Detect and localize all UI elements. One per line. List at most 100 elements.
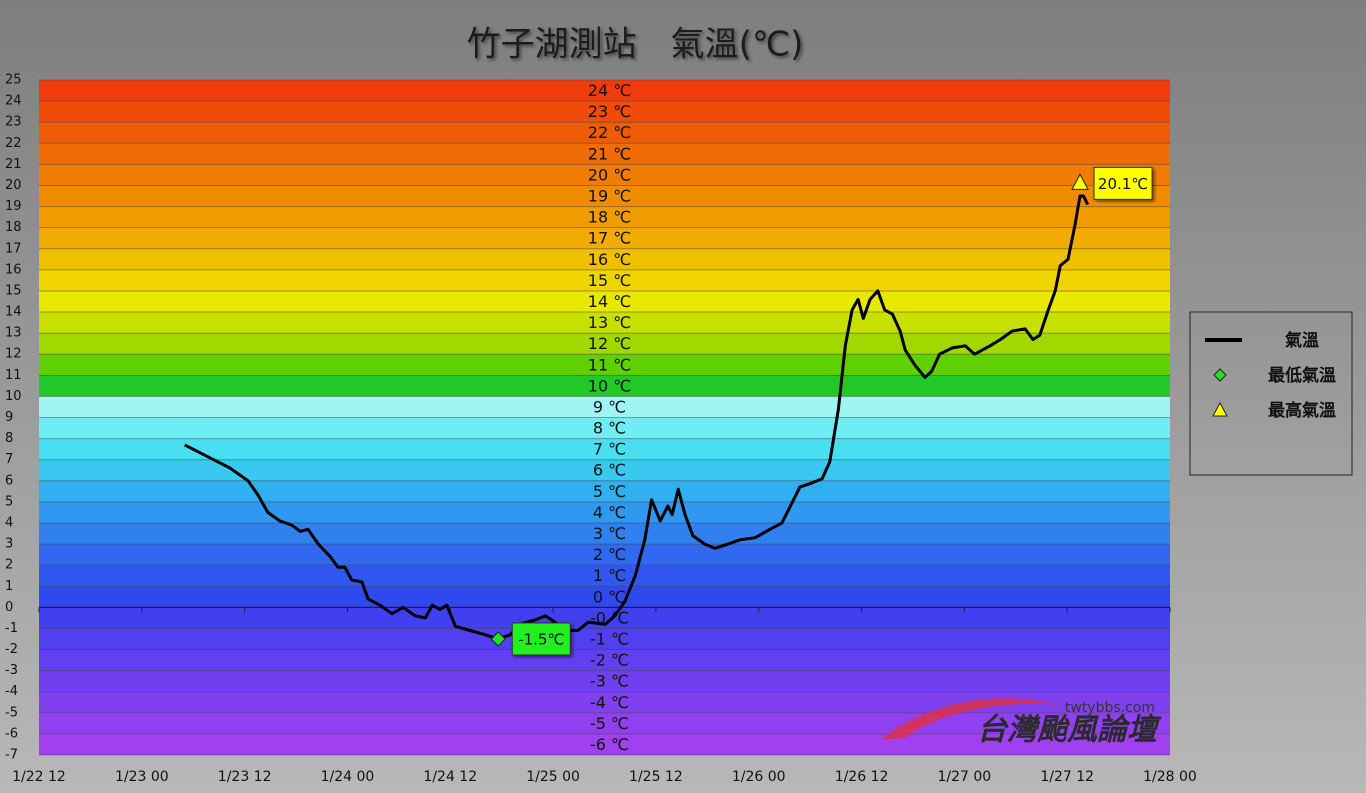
y-tick-label: -5: [5, 705, 18, 720]
temperature-band: [39, 459, 1170, 481]
plot-area: [38, 79, 1171, 756]
y-tick-label: 6: [5, 473, 13, 488]
y-tick-label: -3: [5, 663, 18, 678]
x-tick-label: 1/26 12: [835, 769, 889, 785]
y-tick-label: 10: [5, 389, 22, 404]
temperature-band: [39, 607, 1170, 629]
band-label: 10 ℃: [588, 376, 631, 395]
data-label-box: [511, 622, 571, 656]
y-tick-label: -7: [5, 748, 18, 763]
watermark-name: 台灣颱風論壇: [977, 713, 1162, 748]
band-label: -1 ℃: [590, 629, 629, 648]
temperature-band: [39, 649, 1170, 671]
band-label: 6 ℃: [593, 461, 626, 480]
temperature-band: [39, 206, 1170, 228]
temperature-band: [39, 396, 1170, 418]
band-label: 3 ℃: [593, 524, 626, 543]
band-label: 19 ℃: [588, 187, 631, 206]
y-tick-label: 17: [5, 241, 22, 256]
band-label: 2 ℃: [593, 545, 626, 564]
y-tick-label: 24: [5, 94, 22, 109]
temperature-band: [39, 670, 1170, 692]
x-tick-label: 1/23 12: [218, 769, 272, 785]
band-label: -5 ℃: [590, 714, 629, 733]
temperature-band: [39, 438, 1170, 460]
temperature-band: [39, 628, 1170, 650]
temperature-band: [39, 375, 1170, 397]
y-tick-label: 11: [5, 368, 22, 383]
x-tick-label: 1/25 00: [526, 769, 580, 785]
legend-label: 氣溫: [1285, 330, 1319, 351]
temperature-band: [39, 248, 1170, 270]
temperature-band: [39, 480, 1170, 502]
band-label: 20 ℃: [588, 165, 631, 184]
watermark-site: twtybbs.com: [1065, 700, 1155, 716]
band-label: 14 ℃: [588, 292, 631, 311]
y-tick-label: 14: [5, 305, 22, 320]
min-marker: [490, 631, 506, 647]
temperature-band: [39, 101, 1170, 123]
temperature-band: [39, 522, 1170, 545]
band-label: 5 ℃: [593, 482, 626, 501]
temperature-band: [39, 227, 1170, 249]
x-tick-label: 1/23 00: [115, 769, 169, 785]
x-tick-label: 1/27 12: [1040, 769, 1094, 785]
x-tick-label: 1/25 12: [629, 769, 683, 785]
y-tick-label: 2: [5, 558, 13, 573]
temperature-band: [39, 269, 1170, 291]
y-tick-label: 0: [5, 600, 13, 615]
band-label: 24 ℃: [588, 81, 631, 100]
y-tick-label: 4: [5, 515, 13, 530]
temperature-band: [39, 501, 1170, 523]
x-tick-label: 1/24 12: [423, 769, 477, 785]
legend-label: 最高氣溫: [1268, 400, 1336, 421]
y-tick-label: 18: [5, 220, 22, 235]
band-label: 4 ℃: [593, 503, 626, 522]
y-tick-label: -1: [5, 621, 18, 636]
legend-triangle: [1212, 401, 1228, 417]
band-label: 1 ℃: [593, 566, 626, 585]
temperature-band: [39, 164, 1170, 186]
y-tick-label: 25: [5, 73, 22, 88]
watermark-swoosh: [880, 698, 1060, 740]
temperature-band: [39, 586, 1170, 608]
band-label: 18 ℃: [588, 208, 631, 227]
x-tick-label: 1/26 00: [732, 769, 786, 785]
temperature-line: [184, 194, 1090, 641]
y-tick-label: 1: [5, 579, 13, 594]
band-label: 23 ℃: [588, 102, 631, 121]
y-tick-label: 21: [5, 157, 22, 172]
temperature-band: [39, 143, 1170, 165]
y-tick-label: -2: [5, 642, 18, 657]
band-label: 9 ℃: [593, 397, 626, 416]
band-label: 13 ℃: [588, 313, 631, 332]
band-label: -6 ℃: [590, 735, 629, 754]
y-tick-label: 20: [5, 178, 22, 193]
temperature-band: [39, 122, 1170, 144]
y-tick-label: 9: [5, 410, 13, 425]
band-label: 15 ℃: [588, 271, 631, 290]
band-label: 22 ℃: [588, 123, 631, 142]
y-tick-label: 15: [5, 283, 22, 298]
data-label: -1.5℃: [518, 630, 564, 648]
temperature-band: [39, 333, 1170, 355]
y-tick-label: 19: [5, 199, 22, 214]
y-tick-label: 3: [5, 537, 13, 552]
temperature-band: [39, 354, 1170, 376]
y-tick-label: 12: [5, 347, 22, 362]
legend-box: [1189, 311, 1353, 476]
x-tick-label: 1/22 12: [12, 769, 66, 785]
band-label: 7 ℃: [593, 440, 626, 459]
band-label: 11 ℃: [588, 355, 631, 374]
temperature-band: [39, 290, 1170, 313]
temperature-band: [39, 417, 1170, 439]
y-tick-label: 7: [5, 452, 13, 467]
band-label: 17 ℃: [588, 229, 631, 248]
chart-title: 竹子湖測站 氣溫(℃): [467, 25, 804, 65]
temperature-band: [39, 565, 1170, 587]
temperature-band: [39, 312, 1170, 334]
temperature-band: [39, 185, 1170, 207]
max-marker: [1071, 173, 1089, 190]
legend-diamond: [1213, 368, 1227, 382]
